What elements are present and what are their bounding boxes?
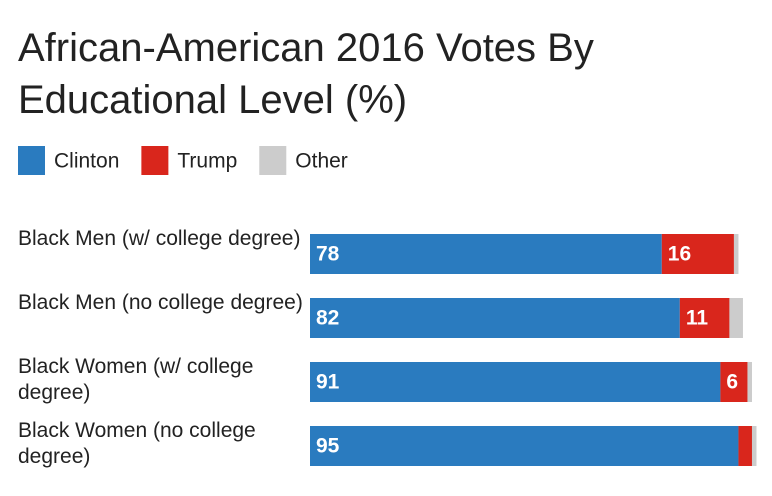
value-label: 11 xyxy=(686,307,709,330)
category-label: Black Women (w/ college degree) xyxy=(18,355,254,404)
value-label: 6 xyxy=(726,371,738,394)
value-label: 78 xyxy=(316,243,340,266)
bar-segment xyxy=(747,362,752,402)
legend-swatch xyxy=(259,146,287,175)
bar-segment xyxy=(310,234,662,274)
category-label: Black Women (no college degree) xyxy=(18,419,256,468)
value-label: 91 xyxy=(316,371,340,394)
category-label: Black Men (no college degree) xyxy=(18,291,303,314)
legend-swatch xyxy=(18,146,45,175)
bar-segment xyxy=(310,426,739,466)
legend-label: Other xyxy=(295,150,348,173)
bar-segment xyxy=(661,234,734,274)
bar-segment xyxy=(733,234,739,274)
bar-segment xyxy=(738,426,752,466)
value-label: 82 xyxy=(316,307,339,330)
bar-segment xyxy=(729,298,743,338)
category-label: Black Men (w/ college degree) xyxy=(18,227,301,250)
bar-segment xyxy=(751,426,757,466)
chart-title: African-American 2016 Votes By Education… xyxy=(18,26,594,122)
bar-segment xyxy=(310,298,680,338)
bar-segment xyxy=(720,362,748,402)
legend-swatch xyxy=(141,146,169,175)
legend-label: Clinton xyxy=(54,150,119,173)
bar-segment xyxy=(310,362,721,402)
value-label: 16 xyxy=(668,243,691,266)
legend-label: Trump xyxy=(177,150,237,173)
value-label: 95 xyxy=(316,435,340,458)
bar-segment xyxy=(679,298,730,338)
